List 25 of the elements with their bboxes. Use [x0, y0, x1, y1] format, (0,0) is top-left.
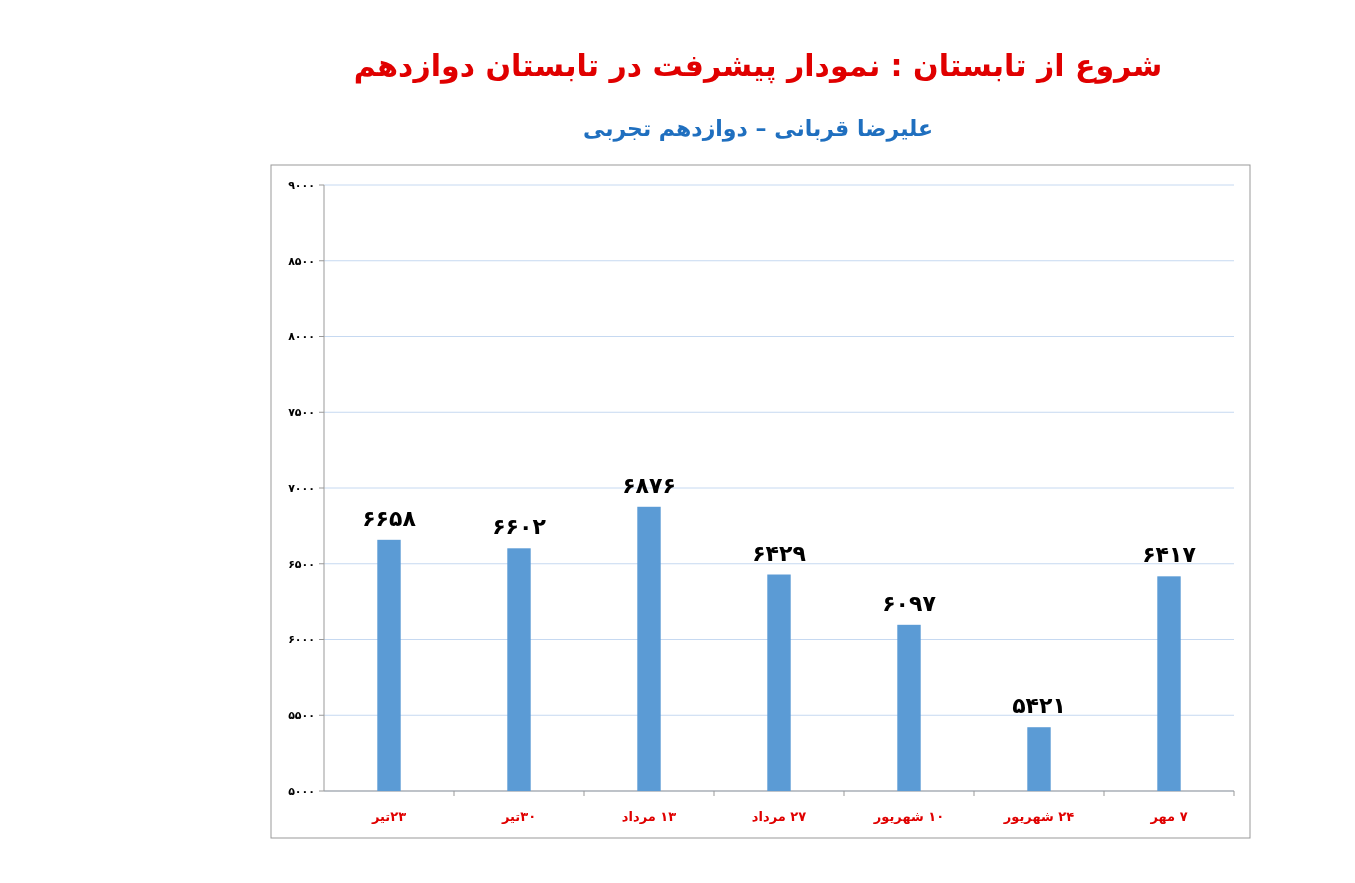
- y-tick-label: ۹۰۰۰: [288, 178, 315, 192]
- x-tick-label: ۳۰تیر: [500, 809, 537, 824]
- y-tick-label: ۷۵۰۰: [288, 406, 315, 420]
- chart-subtitle: علیرضا قربانی – دوازدهم تجربی: [582, 116, 934, 142]
- x-tick-label: ۲۴ شهریور: [1002, 809, 1075, 824]
- data-label: ۶۴۱۷: [1142, 542, 1197, 568]
- chart-title: شروع از تابستان : نمودار پیشرفت در تابستان دوازدهم: [353, 48, 1163, 84]
- x-tick-label: ۲۳تیر: [370, 809, 407, 824]
- x-tick-label: ۱۳ مرداد: [621, 809, 677, 824]
- data-label: ۶۶۵۸: [362, 505, 417, 531]
- y-tick-label: ۵۵۰۰: [288, 709, 315, 723]
- y-tick-label: ۵۰۰۰: [288, 784, 315, 798]
- data-label: ۶۴۲۹: [752, 540, 806, 566]
- y-tick-label: ۷۰۰۰: [288, 481, 315, 495]
- x-tick-label: ۱۰ شهریور: [872, 809, 945, 824]
- y-tick-label: ۶۰۰۰: [288, 633, 315, 647]
- data-label: ۶۸۷۶: [622, 472, 676, 498]
- y-tick-label: ۸۵۰۰: [288, 254, 315, 268]
- x-tick-label: ۲۷ مرداد: [751, 809, 807, 824]
- x-tick-label: ۷ مهر: [1149, 809, 1188, 824]
- y-tick-label: ۶۵۰۰: [288, 557, 315, 571]
- data-label: ۵۴۲۱: [1012, 693, 1066, 719]
- data-label: ۶۶۰۲: [492, 514, 547, 540]
- data-label: ۶۰۹۷: [882, 590, 937, 616]
- y-tick-label: ۸۰۰۰: [288, 330, 315, 344]
